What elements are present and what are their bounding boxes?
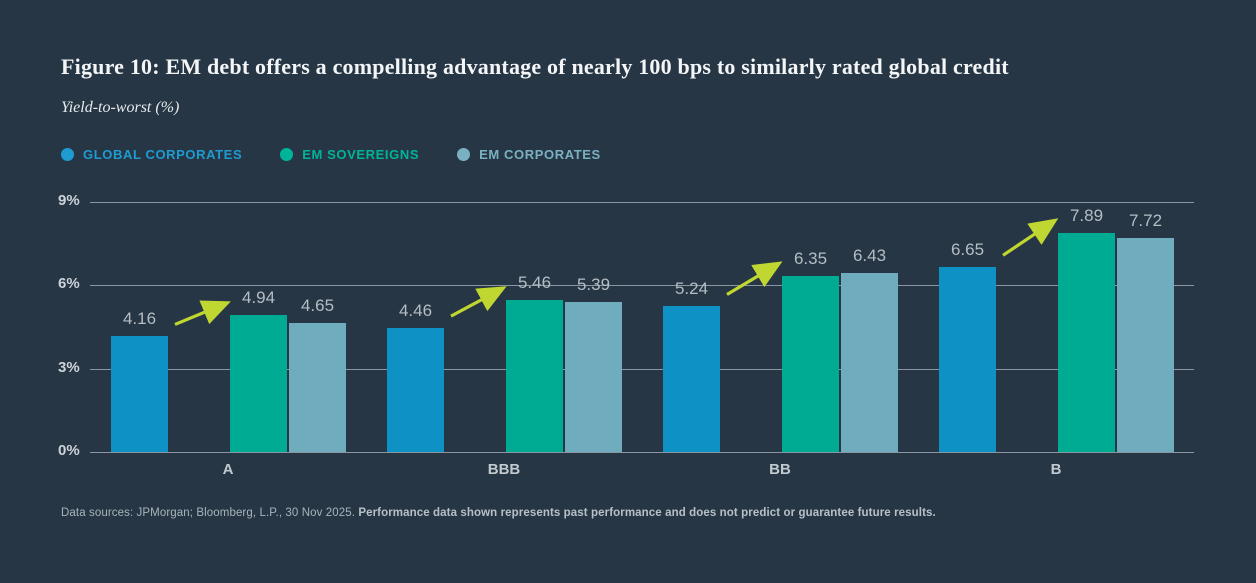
bar-value-label: 4.65	[300, 295, 335, 315]
bar-value-label: 7.89	[1069, 205, 1104, 225]
bar-value-label: 6.35	[793, 248, 828, 268]
bar-em-corporates-bbb	[565, 302, 622, 452]
legend-dot-icon	[61, 148, 74, 161]
bar-value-label: 4.46	[398, 301, 433, 321]
bar-em-sovereigns-bbb	[506, 300, 563, 452]
y-tick-label: 9%	[58, 192, 80, 209]
figure-subtitle: Yield-to-worst (%)	[61, 99, 180, 116]
legend-item-em-corporates: EM CORPORATES	[457, 147, 601, 162]
bar-global-corporates-bb	[663, 306, 720, 452]
bar-em-sovereigns-a	[230, 314, 287, 452]
gridline	[90, 452, 1194, 453]
gridline	[90, 285, 1194, 287]
legend-dot-icon	[457, 148, 471, 161]
bar-em-corporates-bb	[841, 273, 898, 452]
y-tick-label: 0%	[58, 442, 80, 459]
bar-em-corporates-a	[289, 322, 346, 452]
bar-value-label: 5.24	[674, 279, 709, 299]
legend-item-em-sovereigns: EM SOVEREIGNS	[280, 147, 419, 162]
footnote-sources: Data sources: JPMorgan; Bloomberg, L.P.,…	[61, 507, 359, 519]
legend-item-global-corporates: GLOBAL CORPORATES	[61, 147, 242, 162]
gridline	[90, 202, 1194, 203]
legend-dot-icon	[280, 148, 294, 161]
x-category-label: BBB	[487, 461, 521, 478]
figure-title: Figure 10: EM debt offers a compelling a…	[61, 54, 1009, 79]
bar-value-label: 4.94	[241, 287, 276, 307]
bar-global-corporates-a	[111, 336, 168, 452]
bar-global-corporates-bbb	[387, 328, 444, 452]
bar-value-label: 6.43	[852, 246, 887, 266]
bar-value-label: 4.16	[122, 309, 157, 329]
bar-global-corporates-b	[939, 267, 996, 452]
legend-label: GLOBAL CORPORATES	[83, 147, 243, 162]
bar-value-label: 6.65	[950, 240, 985, 260]
bar-em-sovereigns-bb	[782, 275, 839, 452]
footnote: Data sources: JPMorgan; Bloomberg, L.P.,…	[61, 507, 936, 519]
bar-em-sovereigns-b	[1058, 232, 1115, 452]
legend: GLOBAL CORPORATES EM SOVEREIGNS EM CORPO…	[61, 147, 601, 162]
bar-em-corporates-b	[1117, 237, 1174, 452]
bar-value-label: 5.39	[576, 275, 611, 295]
footnote-disclaimer: Performance data shown represents past p…	[358, 507, 936, 519]
legend-label: EM CORPORATES	[479, 147, 601, 162]
y-tick-label: 3%	[58, 358, 80, 376]
gridline	[90, 368, 1194, 370]
y-tick-label: 6%	[58, 275, 80, 293]
bar-value-label: 5.46	[517, 273, 552, 293]
x-category-label: BB	[769, 461, 791, 478]
legend-label: EM SOVEREIGNS	[302, 147, 420, 162]
bar-value-label: 7.72	[1128, 210, 1163, 230]
x-category-label: A	[222, 461, 234, 478]
x-category-label: B	[1050, 461, 1062, 478]
